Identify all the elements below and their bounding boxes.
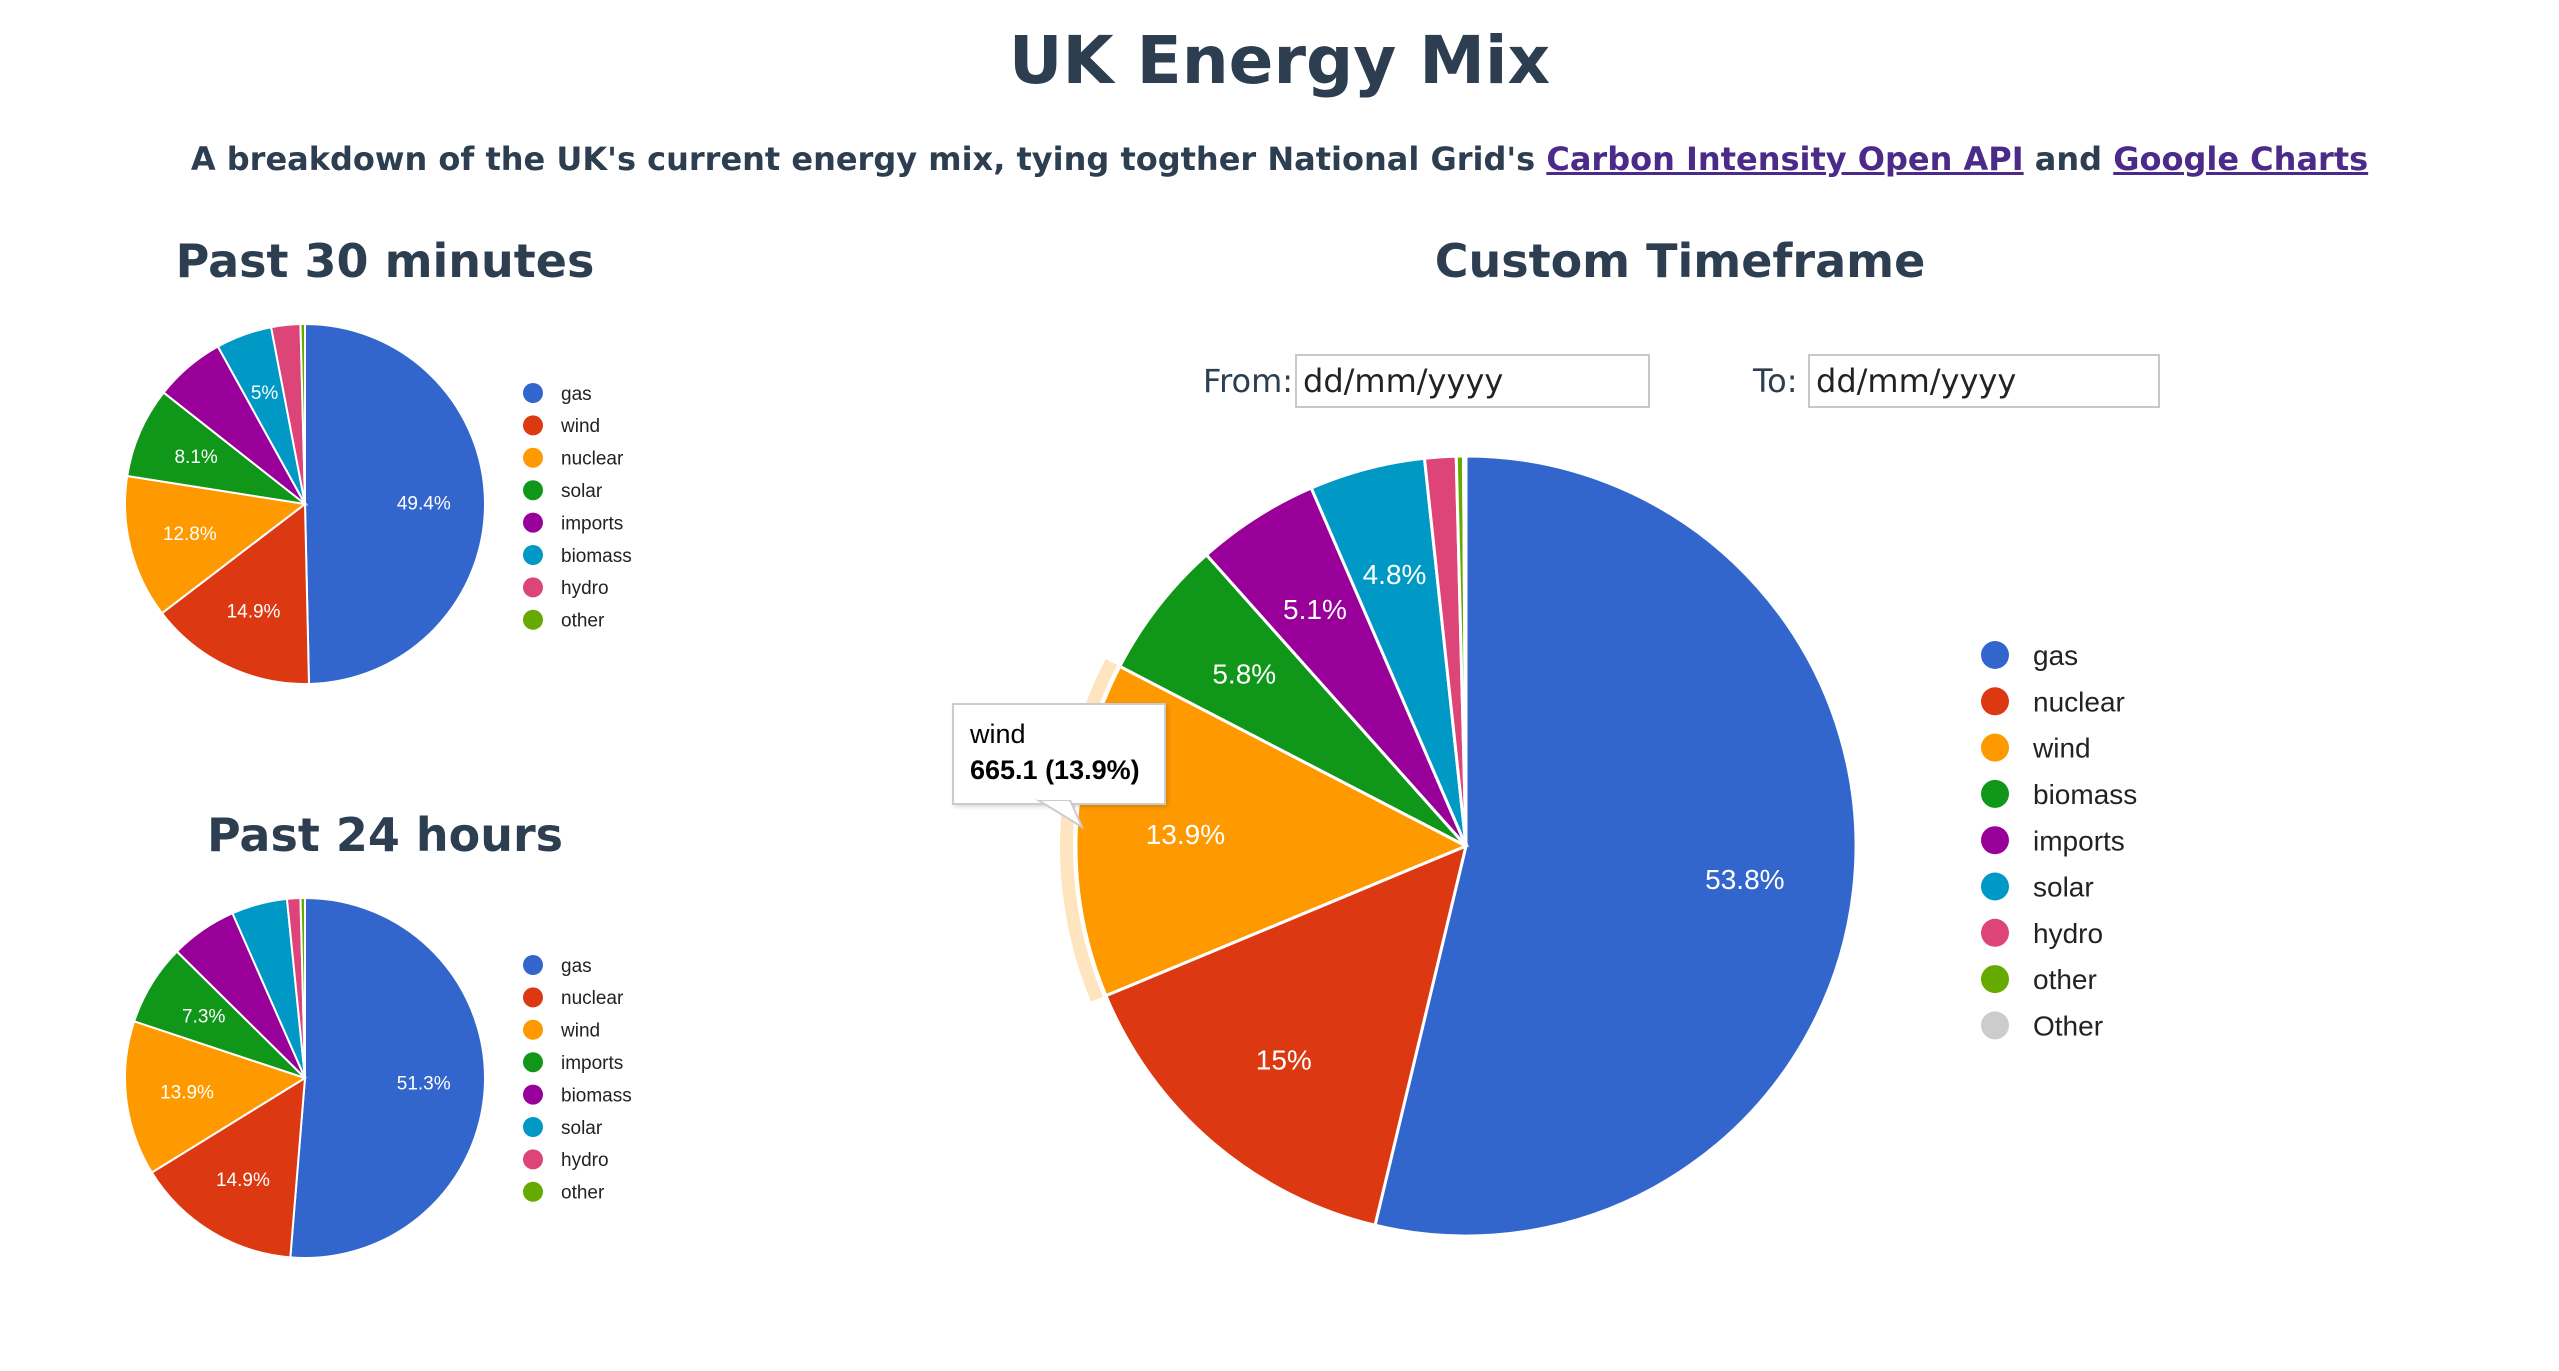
- legend-label-nuclear[interactable]: nuclear: [561, 988, 624, 1009]
- legend-marker-other: [523, 609, 543, 630]
- past-30-minutes-pie-chart: 49.4% 14.9% 12.8% 8.1% 5% gas wind nuclear solar…: [124, 322, 632, 685]
- slice-label-imports: 5.1%: [1283, 594, 1347, 625]
- legend-marker-hydro: [523, 1149, 543, 1170]
- legend-label-wind[interactable]: wind: [560, 1021, 600, 1042]
- legend-marker-solar: [523, 480, 543, 501]
- pie-slice-wind[interactable]: [1074, 664, 1470, 998]
- to-label: To:: [1753, 362, 1798, 400]
- from-date-input[interactable]: [1295, 354, 1650, 408]
- legend-marker-biomass: [523, 1084, 543, 1105]
- page-title: UK Energy Mix: [1008, 22, 1551, 99]
- pie-slice-gas[interactable]: [1373, 454, 1858, 1238]
- legend-marker-imports: [1981, 826, 2009, 855]
- legend-marker-other: [523, 1181, 543, 1202]
- legend-marker-biomass: [523, 545, 543, 565]
- slice-label-gas: 49.4%: [397, 493, 451, 514]
- legend-marker-wind: [1981, 733, 2009, 762]
- legend-marker-hydro: [1981, 918, 2009, 947]
- legend-marker-wind: [523, 1019, 543, 1040]
- slice-label-nuclear: 12.8%: [163, 524, 217, 545]
- legend-label-solar[interactable]: solar: [561, 1118, 603, 1139]
- subtitle-text: A breakdown of the UK's current energy m…: [190, 140, 1536, 178]
- legend-marker-imports: [523, 512, 543, 533]
- slice-label-gas: 53.8%: [1705, 864, 1784, 895]
- legend-label-gas[interactable]: gas: [561, 384, 592, 405]
- legend-label-imports[interactable]: imports: [561, 1053, 623, 1074]
- legend-label-hydro[interactable]: hydro: [561, 1150, 609, 1171]
- slice-label-biomass: 5.8%: [1212, 658, 1276, 689]
- pie-slice-wind[interactable]: [160, 502, 310, 685]
- past-24-hours-title: Past 24 hours: [206, 808, 564, 862]
- legend-label-other[interactable]: other: [561, 611, 605, 632]
- to-date-input[interactable]: [1808, 354, 2160, 408]
- tooltip-pointer: [1034, 796, 1085, 830]
- from-label: From:: [1203, 362, 1294, 400]
- legend-label-biomass[interactable]: biomass: [2033, 779, 2137, 810]
- slice-label-biomass: 5%: [251, 383, 279, 404]
- legend-label-gas[interactable]: gas: [561, 956, 592, 977]
- legend-marker-solar: [523, 1117, 543, 1137]
- legend-marker-wind: [523, 415, 543, 436]
- legend-marker-gas: [523, 383, 543, 403]
- subtitle-and-text: and: [2034, 140, 2103, 178]
- pie-slice-other[interactable]: [1462, 454, 1468, 847]
- pie-slice-nuclear[interactable]: [124, 474, 308, 615]
- slice-label-solar: 4.8%: [1363, 559, 1427, 590]
- google-charts-link[interactable]: Google Charts: [2113, 140, 2369, 178]
- pie-slice-other[interactable]: [299, 896, 306, 1079]
- slice-label-wind: 14.9%: [227, 602, 281, 623]
- legend-label-other[interactable]: Other: [2033, 1010, 2103, 1041]
- legend-label-other[interactable]: other: [561, 1183, 605, 1204]
- slice-label-gas: 51.3%: [397, 1074, 451, 1095]
- legend-label-hydro[interactable]: hydro: [561, 578, 609, 599]
- legend-marker-nuclear: [523, 987, 543, 1008]
- pie-slice-solar[interactable]: [126, 391, 309, 506]
- custom-timeframe-title: Custom Timeframe: [1434, 234, 1926, 288]
- pie-slice-biomass[interactable]: [1117, 552, 1468, 848]
- page-subtitle: A breakdown of the UK's current energy m…: [0, 140, 2559, 178]
- legend-marker-hydro: [523, 577, 543, 598]
- legend-label-other[interactable]: other: [2033, 964, 2097, 995]
- legend-marker-nuclear: [523, 447, 543, 468]
- legend-marker-other: [1981, 1011, 2009, 1040]
- legend-marker-nuclear: [1981, 687, 2009, 716]
- slice-label-nuclear: 15%: [1256, 1044, 1312, 1075]
- slice-label-imports: 7.3%: [182, 1007, 225, 1028]
- wind-tooltip: wind 665.1 (13.9%): [952, 703, 1166, 805]
- pie-slice-nuclear[interactable]: [150, 1076, 307, 1259]
- slice-label-wind: 13.9%: [1146, 819, 1225, 850]
- legend-label-hydro[interactable]: hydro: [2033, 918, 2103, 949]
- slice-label-solar: 8.1%: [174, 447, 217, 468]
- legend-marker-gas: [523, 955, 543, 975]
- tooltip-series-name: wind: [970, 719, 1026, 749]
- slice-label-nuclear: 14.9%: [216, 1170, 270, 1191]
- pie-slice-wind[interactable]: [124, 1020, 308, 1174]
- legend-label-nuclear[interactable]: nuclear: [561, 449, 624, 470]
- legend-label-imports[interactable]: imports: [2033, 825, 2125, 856]
- legend-marker-biomass: [1981, 779, 2009, 808]
- past-30-minutes-title: Past 30 minutes: [175, 234, 595, 288]
- pie-slice-gas[interactable]: [304, 322, 486, 685]
- pie-slice-gas[interactable]: [289, 896, 486, 1259]
- pie-slice-other[interactable]: [299, 322, 306, 505]
- pie-slice-nuclear[interactable]: [1103, 843, 1469, 1228]
- legend-label-biomass[interactable]: biomass: [561, 546, 632, 567]
- carbon-intensity-api-link[interactable]: Carbon Intensity Open API: [1546, 140, 2024, 178]
- past-24-hours-pie-chart: 51.3% 14.9% 13.9% 7.3% gas nuclear wind imports…: [124, 896, 632, 1259]
- legend-marker-gas: [1981, 641, 2009, 669]
- legend-marker-imports: [523, 1052, 543, 1073]
- legend-label-wind[interactable]: wind: [2032, 733, 2091, 764]
- legend-label-nuclear[interactable]: nuclear: [2033, 686, 2125, 717]
- legend-label-gas[interactable]: gas: [2033, 640, 2078, 671]
- tooltip-series-value: 665.1 (13.9%): [970, 755, 1140, 785]
- custom-timeframe-pie-chart: 53.8% 15% 13.9% 5.8% 5.1% 4.8% gas nuclear wind b…: [1060, 454, 2137, 1238]
- slice-label-wind: 13.9%: [160, 1082, 214, 1103]
- legend-label-solar[interactable]: solar: [561, 481, 603, 502]
- legend-label-imports[interactable]: imports: [561, 513, 623, 534]
- legend-label-wind[interactable]: wind: [560, 416, 600, 437]
- legend-label-biomass[interactable]: biomass: [561, 1085, 632, 1106]
- legend-marker-other: [1981, 965, 2009, 994]
- legend-marker-solar: [1981, 872, 2009, 901]
- legend-label-solar[interactable]: solar: [2033, 872, 2094, 903]
